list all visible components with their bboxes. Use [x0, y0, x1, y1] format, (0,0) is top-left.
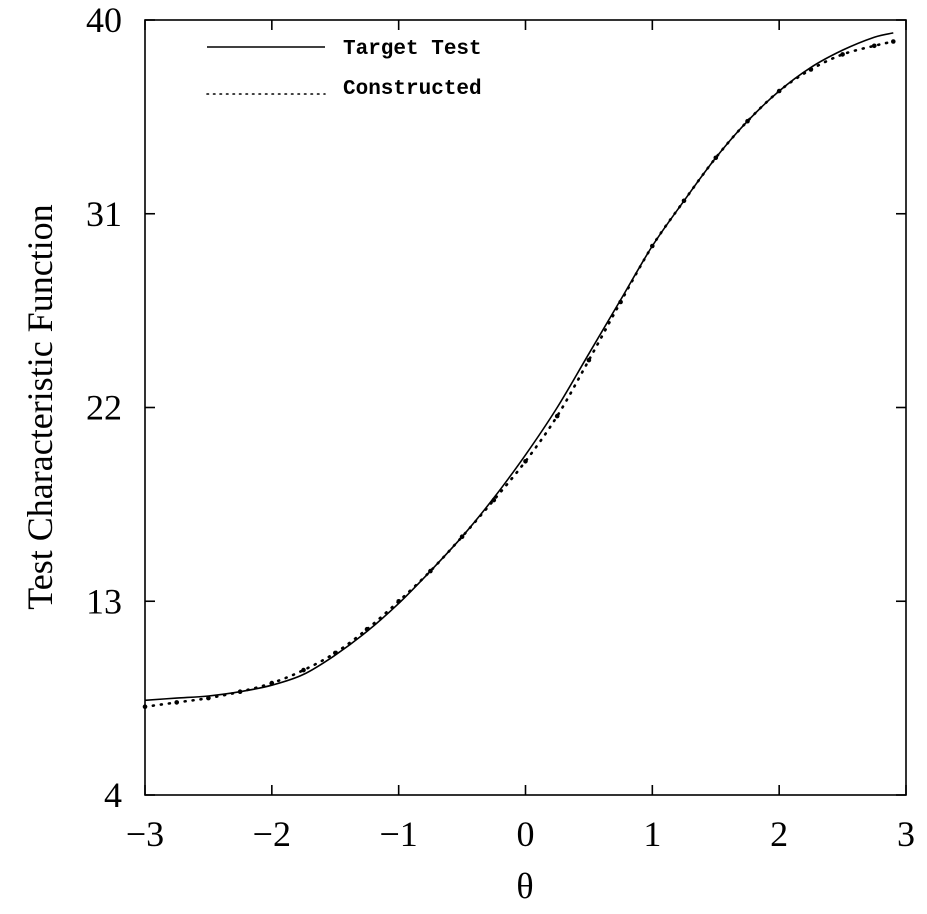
data-point-constructed: [428, 568, 433, 574]
data-point-constructed: [237, 689, 243, 694]
y-tick-label: 4: [104, 775, 122, 815]
x-tick-label: −3: [126, 814, 164, 854]
data-point-constructed: [459, 534, 465, 539]
data-point-constructed: [681, 198, 687, 204]
data-point-constructed: [364, 626, 370, 632]
x-tick-label: 0: [517, 814, 535, 854]
data-point-constructed: [142, 704, 148, 709]
data-point-constructed: [396, 599, 402, 604]
series-line-target-test: [144, 32, 894, 702]
data-point-constructed: [269, 680, 275, 686]
data-point-constructed: [618, 299, 623, 305]
x-tick-label: 3: [897, 814, 915, 854]
x-tick-label: −2: [253, 814, 291, 854]
data-point-constructed: [586, 357, 592, 363]
plot-frame: [144, 19, 907, 796]
data-point-constructed: [650, 243, 655, 249]
data-point-constructed: [174, 700, 179, 705]
y-tick-label: 13: [86, 581, 122, 621]
data-point-constructed: [713, 155, 719, 161]
y-tick-label: 31: [86, 194, 122, 234]
x-tick-label: 1: [643, 814, 661, 854]
series-line-constructed: [143, 40, 895, 708]
data-point-constructed: [523, 459, 528, 464]
legend-label-constructed: Constructed: [343, 78, 482, 101]
data-point-constructed: [872, 43, 877, 49]
data-point-constructed: [333, 650, 338, 656]
data-point-constructed: [745, 118, 750, 124]
data-point-constructed: [554, 413, 560, 419]
legend-label-target-test: Target Test: [343, 38, 482, 61]
axis-ticks: [144, 19, 907, 796]
x-axis-label: θ: [516, 866, 533, 906]
legend: Target Test Constructed: [206, 38, 482, 101]
series-layer: [142, 32, 896, 709]
data-point-constructed: [206, 695, 211, 701]
data-point-constructed: [301, 667, 306, 673]
data-point-constructed: [808, 67, 814, 72]
data-point-constructed: [840, 52, 845, 57]
data-point-constructed: [891, 39, 896, 44]
y-tick-label: 40: [86, 0, 122, 40]
tick-labels: −3 −2 −1 0 1 2 3 4 13 22 31 40: [86, 0, 915, 854]
data-point-constructed: [491, 497, 497, 503]
x-tick-label: −1: [380, 814, 418, 854]
y-axis-label: Test Characteristic Function: [20, 204, 60, 609]
x-tick-label: 2: [770, 814, 788, 854]
y-tick-label: 22: [86, 388, 122, 428]
data-point-constructed: [776, 88, 782, 94]
